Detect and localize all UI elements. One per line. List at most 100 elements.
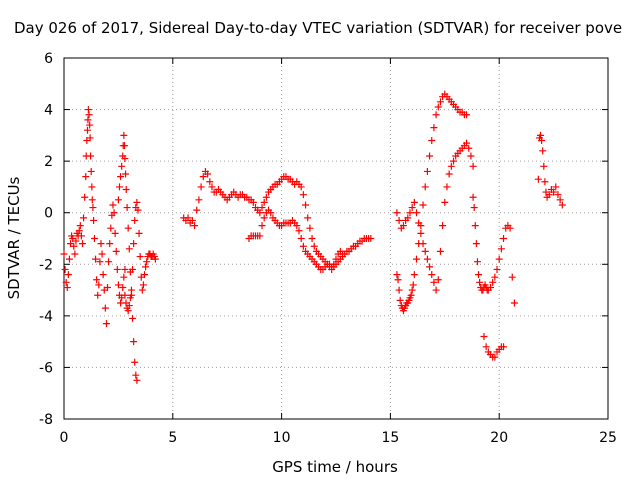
data-point bbox=[195, 196, 203, 204]
data-point bbox=[552, 183, 560, 191]
data-point bbox=[421, 183, 429, 191]
data-point bbox=[133, 198, 141, 206]
data-point bbox=[61, 265, 69, 273]
data-point bbox=[399, 222, 407, 230]
data-point bbox=[121, 155, 129, 163]
data-point bbox=[84, 126, 92, 134]
data-point bbox=[430, 124, 438, 132]
x-tick-label: 20 bbox=[490, 430, 508, 446]
data-point bbox=[111, 229, 119, 237]
data-point bbox=[104, 283, 112, 291]
data-point bbox=[421, 247, 429, 255]
data-point bbox=[76, 222, 84, 230]
series-seg-early-d bbox=[114, 131, 141, 384]
data-point bbox=[473, 258, 481, 266]
data-point bbox=[63, 283, 71, 291]
data-point bbox=[393, 209, 401, 217]
y-axis: -8 -6 -4 -2 0 2 4 6 bbox=[39, 51, 608, 428]
data-point bbox=[102, 320, 110, 328]
data-point bbox=[112, 247, 120, 255]
data-point bbox=[443, 183, 451, 191]
x-tick-label: 5 bbox=[168, 430, 177, 446]
series-seg-early-a bbox=[60, 222, 86, 291]
data-point bbox=[470, 204, 478, 212]
data-point bbox=[84, 106, 92, 114]
data-point bbox=[75, 227, 83, 235]
data-point bbox=[130, 240, 138, 248]
data-point bbox=[85, 111, 93, 119]
data-point bbox=[80, 214, 88, 222]
data-point bbox=[497, 245, 505, 253]
data-point bbox=[441, 198, 449, 206]
data-point bbox=[476, 278, 484, 286]
data-point bbox=[95, 281, 103, 289]
data-point bbox=[81, 193, 89, 201]
data-point bbox=[98, 250, 106, 258]
data-point bbox=[84, 116, 92, 124]
data-point bbox=[486, 283, 494, 291]
data-point bbox=[188, 216, 196, 224]
data-point bbox=[133, 376, 141, 384]
data-point bbox=[538, 137, 546, 145]
data-point bbox=[434, 103, 442, 111]
data-point bbox=[125, 302, 133, 310]
data-point bbox=[465, 144, 473, 152]
data-point bbox=[78, 240, 86, 248]
data-point bbox=[86, 134, 94, 142]
series-seg-early-b bbox=[80, 106, 104, 299]
data-point bbox=[267, 209, 275, 217]
series-seg-mid-a bbox=[180, 167, 347, 273]
data-point bbox=[404, 214, 412, 222]
y-tick-label: 2 bbox=[44, 154, 53, 170]
data-point bbox=[64, 271, 72, 279]
data-point bbox=[493, 265, 501, 273]
data-point bbox=[86, 121, 94, 129]
data-point bbox=[304, 214, 312, 222]
series-seg-late-b bbox=[393, 139, 477, 294]
data-point bbox=[445, 170, 453, 178]
y-tick-label: -6 bbox=[39, 360, 53, 376]
data-point bbox=[124, 224, 132, 232]
data-point bbox=[426, 263, 434, 271]
data-point bbox=[415, 219, 423, 227]
data-point bbox=[472, 240, 480, 248]
data-point bbox=[106, 240, 114, 248]
data-point bbox=[71, 250, 79, 258]
data-point bbox=[299, 242, 307, 250]
data-point bbox=[62, 278, 70, 286]
data-point bbox=[60, 250, 68, 258]
x-axis: 0 5 10 15 20 25 bbox=[60, 58, 617, 446]
data-point bbox=[134, 206, 142, 214]
data-point bbox=[127, 286, 135, 294]
series-seg-early-e bbox=[121, 198, 159, 315]
data-point bbox=[260, 214, 268, 222]
data-point bbox=[109, 201, 117, 209]
data-point bbox=[463, 111, 471, 119]
series-seg-late-c bbox=[469, 193, 518, 307]
data-point bbox=[407, 291, 415, 299]
data-point bbox=[90, 216, 98, 224]
data-point bbox=[393, 271, 401, 279]
data-point bbox=[121, 291, 129, 299]
data-point bbox=[450, 157, 458, 165]
data-point bbox=[90, 235, 98, 242]
data-point bbox=[89, 204, 97, 212]
data-point bbox=[115, 183, 123, 191]
data-point bbox=[249, 198, 257, 206]
data-point bbox=[258, 222, 266, 230]
data-point bbox=[419, 201, 427, 209]
data-point bbox=[135, 229, 143, 237]
data-point bbox=[508, 273, 516, 281]
y-tick-label: 6 bbox=[44, 51, 53, 67]
y-tick-label: -4 bbox=[39, 309, 53, 325]
data-point bbox=[184, 214, 192, 222]
data-point bbox=[107, 224, 115, 232]
data-point bbox=[117, 173, 125, 181]
data-point bbox=[88, 196, 96, 204]
data-point bbox=[495, 255, 503, 263]
data-point bbox=[297, 183, 305, 191]
data-point bbox=[541, 178, 549, 186]
data-point bbox=[409, 281, 417, 289]
data-point bbox=[96, 258, 104, 266]
y-tick-label: -8 bbox=[39, 412, 53, 428]
